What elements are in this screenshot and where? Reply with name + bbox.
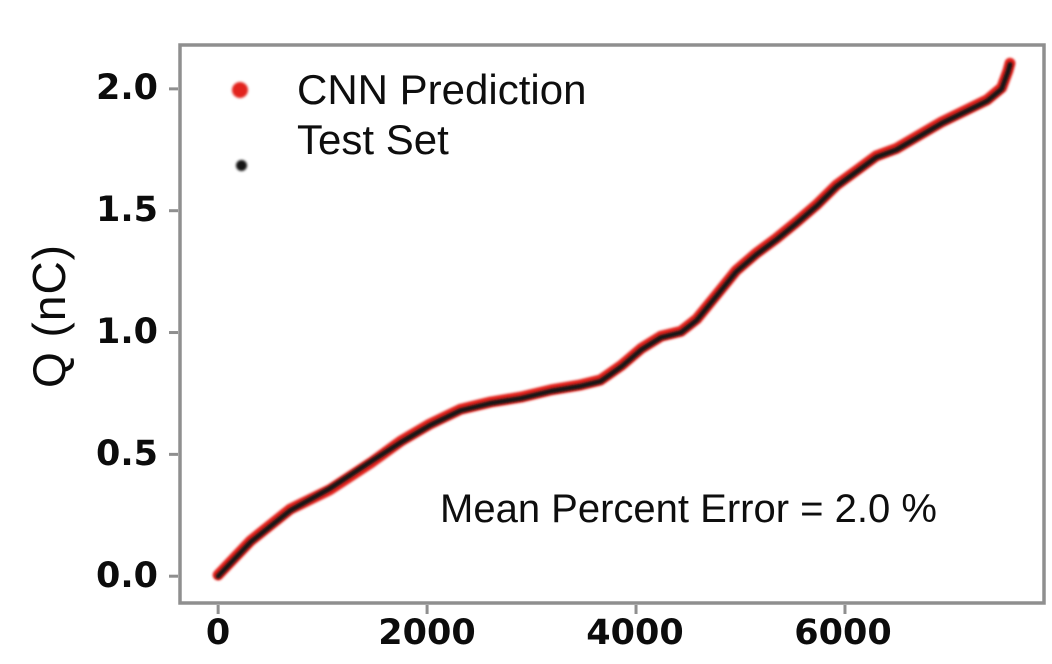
legend-marker-cnn-prediction [232,82,248,98]
mean-percent-error-annotation: Mean Percent Error = 2.0 % [440,487,937,531]
y-tick-label-2-0: 2.0 [95,68,158,108]
plot-border [178,43,1046,605]
x-tick-label-6000: 6000 [794,613,892,653]
x-tick-label-0: 0 [205,613,231,653]
legend-marker-test-set [236,160,247,171]
y-tick-label-0-5: 0.5 [95,434,158,474]
test-set-curve [215,62,1013,579]
y-tick-label-1-5: 1.5 [95,190,158,230]
x-tick-label-4000: 4000 [586,613,684,653]
y-tick-label-0-0: 0.0 [95,556,158,596]
legend-label-test-set: Test Set [297,116,449,163]
y-tick-label-1-0: 1.0 [95,312,158,352]
x-tick-label-2000: 2000 [378,613,476,653]
legend-label-cnn-prediction: CNN Prediction [297,66,587,113]
